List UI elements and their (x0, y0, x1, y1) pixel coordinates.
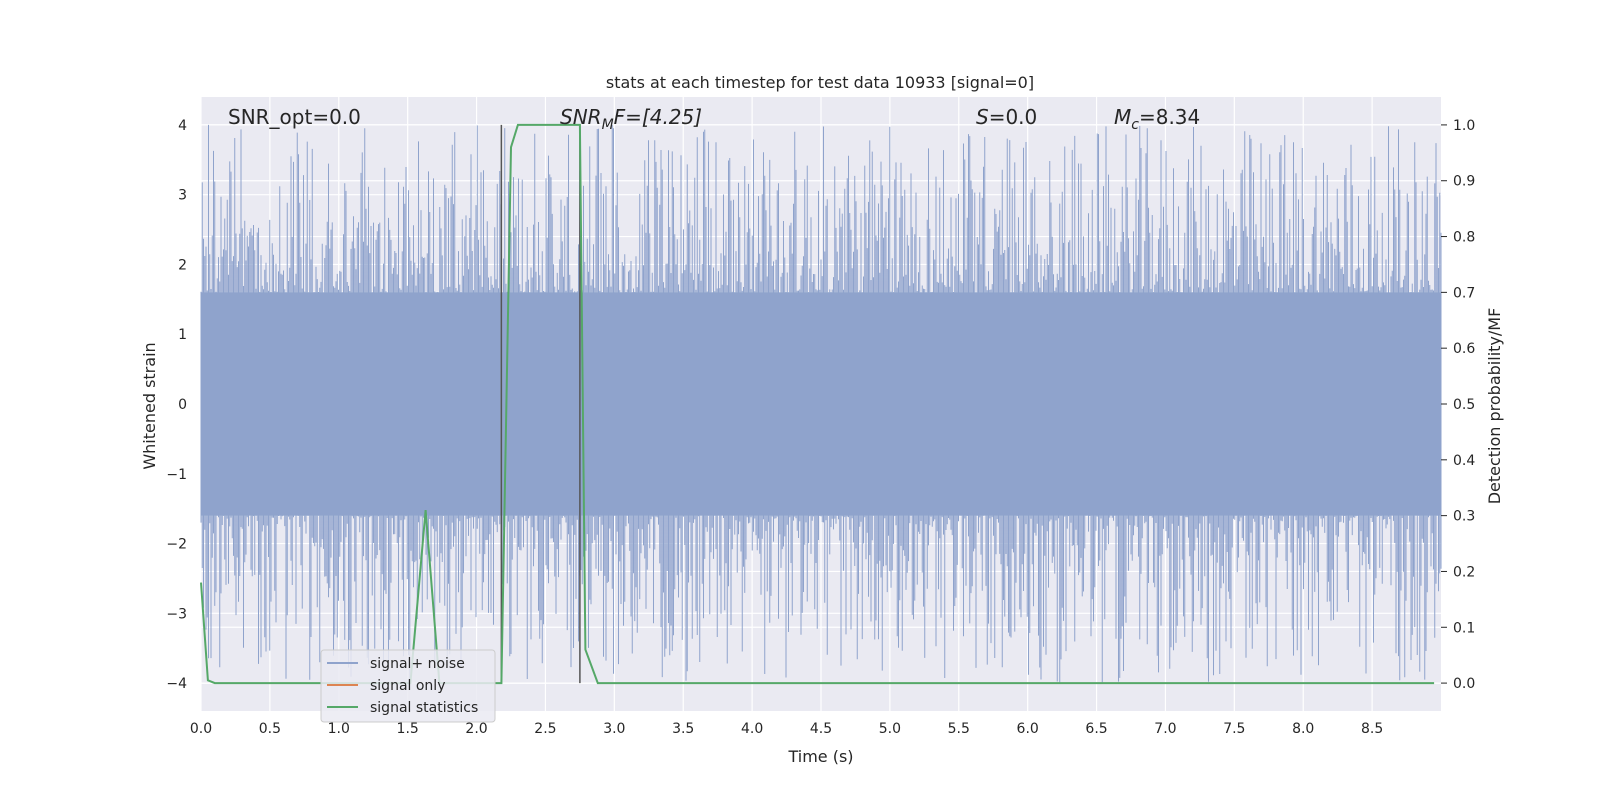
x-tick-label: 3.5 (672, 721, 694, 737)
left-y-tick-label: 2 (178, 257, 187, 273)
legend-box (320, 649, 496, 723)
x-tick-label: 4.0 (741, 721, 763, 737)
right-y-tick-label: 0.2 (1453, 564, 1475, 580)
annotation-mc: Mc=8.34 (1114, 105, 1200, 133)
x-tick-label: 1.5 (397, 721, 419, 737)
left-y-tick-label: −3 (166, 606, 187, 622)
right-y-tick-label: 0.4 (1453, 453, 1475, 469)
left-y-tick-label: 4 (178, 118, 187, 134)
x-axis-ticks: 0.0 0.5 1.0 1.5 2.0 2.5 3.0 3.5 4.0 4.5 5.0 5.5 6.0 6… (190, 721, 1383, 737)
right-y-axis-ticks: 1.0 0.9 0.8 0.7 0.6 0.5 0.4 0.3 0.2 0.1 0.0 (1441, 118, 1475, 692)
annotation-s-symbol: S (976, 105, 989, 129)
x-tick-label: 7.5 (1223, 721, 1245, 737)
right-y-axis-title: Detection probability/MF (1485, 308, 1504, 505)
left-y-axis-title: Whitened strain (140, 342, 159, 469)
right-y-tick-label: 0.7 (1453, 285, 1475, 301)
left-y-tick-label: −1 (166, 467, 187, 483)
right-y-tick-label: 0.5 (1453, 397, 1475, 413)
x-tick-label: 7.0 (1154, 721, 1176, 737)
annotation-snr-mf-subscript: M (602, 117, 614, 133)
annotation-s-value: =0.0 (989, 105, 1038, 129)
legend-label-signal-statistics: signal statistics (370, 700, 478, 716)
series-signal-plus-noise (200, 124, 1442, 683)
right-y-tick-label: 0.6 (1453, 341, 1475, 357)
right-y-tick-label: 0.9 (1453, 174, 1475, 190)
x-tick-label: 5.0 (879, 721, 901, 737)
x-tick-label: 4.5 (810, 721, 832, 737)
annotation-s: S=0.0 (976, 105, 1037, 129)
right-y-tick-label: 1.0 (1453, 118, 1475, 134)
x-tick-label: 1.0 (328, 721, 350, 737)
x-axis-title: Time (s) (787, 747, 853, 766)
noise-spikes (200, 124, 1442, 683)
chart-title: stats at each timestep for test data 109… (606, 73, 1034, 92)
x-tick-label: 2.5 (534, 721, 556, 737)
x-tick-label: 0.5 (259, 721, 281, 737)
x-tick-label: 3.0 (603, 721, 625, 737)
left-y-tick-label: 0 (178, 397, 187, 413)
x-tick-label: 5.5 (948, 721, 970, 737)
right-y-tick-label: 0.3 (1453, 509, 1475, 525)
left-y-tick-label: −4 (166, 676, 187, 692)
legend-label-signal-plus-noise: signal+ noise (370, 656, 465, 672)
legend: signal+ noise signal only signal statist… (320, 649, 496, 723)
left-y-tick-label: −2 (166, 537, 187, 553)
x-tick-label: 6.5 (1085, 721, 1107, 737)
x-tick-label: 8.5 (1361, 721, 1383, 737)
annotation-mc-value: =8.34 (1139, 105, 1200, 129)
left-y-axis-ticks: 4 3 2 1 0 −1 −2 −3 −4 (166, 118, 187, 692)
left-y-tick-label: 1 (178, 327, 187, 343)
annotation-snr-mf: SNRMF=[4.25] (560, 105, 702, 133)
right-y-tick-label: 0.8 (1453, 230, 1475, 246)
x-tick-label: 2.0 (465, 721, 487, 737)
left-y-tick-label: 3 (178, 188, 187, 204)
annotation-snr-mf-symbol: SNR (560, 105, 602, 129)
x-tick-label: 8.0 (1292, 721, 1314, 737)
annotation-mc-subscript: c (1131, 117, 1139, 133)
legend-label-signal-only: signal only (370, 678, 445, 694)
x-tick-label: 0.0 (190, 721, 212, 737)
annotation-mc-symbol: M (1114, 105, 1131, 129)
annotation-snr-mf-value: F=[4.25] (614, 105, 702, 129)
right-y-tick-label: 0.1 (1453, 620, 1475, 636)
right-y-tick-label: 0.0 (1453, 676, 1475, 692)
x-tick-label: 6.0 (1017, 721, 1039, 737)
annotation-snr-opt: SNR_opt=0.0 (228, 105, 361, 129)
